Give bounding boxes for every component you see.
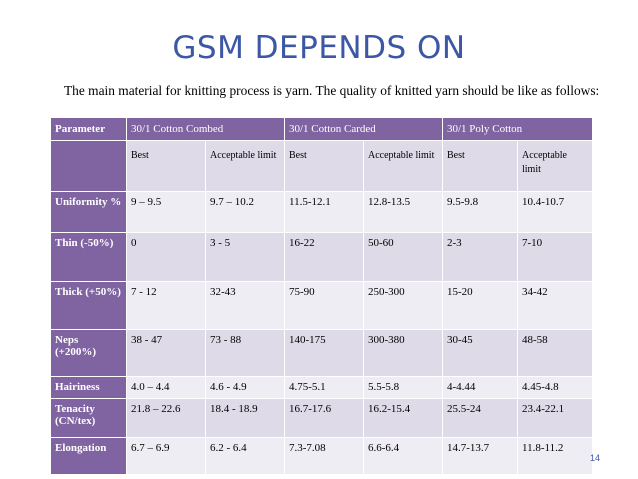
table-cell: 6.6-6.4: [363, 437, 443, 475]
table-cell: 48-58: [517, 329, 593, 377]
table-cell: 10.4-10.7: [517, 191, 593, 233]
subheader-cell: Best: [284, 140, 364, 192]
table-cell: 6.7 – 6.9: [126, 437, 206, 475]
table-cell: 4-4.44: [442, 376, 518, 399]
table-cell: 73 - 88: [205, 329, 285, 377]
table-cell: 16.7-17.6: [284, 398, 364, 438]
table-cell: 7-10: [517, 232, 593, 282]
header-cotton-combed: 30/1 Cotton Combed: [126, 117, 285, 141]
table-cell: 2-3: [442, 232, 518, 282]
subheader-cell: Acceptable limit: [205, 140, 285, 192]
table-row: Hairiness 4.0 – 4.4 4.6 - 4.9 4.75-5.1 5…: [50, 376, 593, 399]
table-cell: 4.75-5.1: [284, 376, 364, 399]
table-cell: 7 - 12: [126, 281, 206, 330]
subheader-cell: Best: [442, 140, 518, 192]
table-cell: 140-175: [284, 329, 364, 377]
header-poly-cotton: 30/1 Poly Cotton: [442, 117, 593, 141]
row-parameter: Neps (+200%): [50, 329, 127, 377]
table-cell: 25.5-24: [442, 398, 518, 438]
table-cell: 16.2-15.4: [363, 398, 443, 438]
table-cell: 9.5-9.8: [442, 191, 518, 233]
table-row: Thick (+50%) 7 - 12 32-43 75-90 250-300 …: [50, 281, 593, 330]
table-cell: 23.4-22.1: [517, 398, 593, 438]
table-row: Uniformity % 9 – 9.5 9.7 – 10.2 11.5-12.…: [50, 191, 593, 233]
table-cell: 14.7-13.7: [442, 437, 518, 475]
table-cell: 18.4 - 18.9: [205, 398, 285, 438]
table-row: Thin (-50%) 0 3 - 5 16-22 50-60 2-3 7-10: [50, 232, 593, 282]
page-number: 14: [590, 453, 601, 463]
intro-text: The main material for knitting process i…: [64, 83, 600, 98]
table-cell: 0: [126, 232, 206, 282]
table-cell: 34-42: [517, 281, 593, 330]
row-parameter: Tenacity (CN/tex): [50, 398, 127, 438]
subheader-cell: Acceptable limit: [363, 140, 443, 192]
table-cell: 50-60: [363, 232, 443, 282]
table-cell: 5.5-5.8: [363, 376, 443, 399]
table-cell: 38 - 47: [126, 329, 206, 377]
table-cell: 11.5-12.1: [284, 191, 364, 233]
subheader-cell: Acceptable limit: [517, 140, 593, 192]
table-header-row: Parameter 30/1 Cotton Combed 30/1 Cotton…: [50, 117, 593, 141]
table-cell: 250-300: [363, 281, 443, 330]
table-cell: 3 - 5: [205, 232, 285, 282]
table-row: Tenacity (CN/tex) 21.8 – 22.6 18.4 - 18.…: [50, 398, 593, 438]
table-cell: 11.8-11.2: [517, 437, 593, 475]
table-cell: 75-90: [284, 281, 364, 330]
table-cell: 4.0 – 4.4: [126, 376, 206, 399]
header-cotton-carded: 30/1 Cotton Carded: [284, 117, 443, 141]
row-parameter: Hairiness: [50, 376, 127, 399]
table-cell: 4.45-4.8: [517, 376, 593, 399]
table-cell: 12.8-13.5: [363, 191, 443, 233]
table-cell: 32-43: [205, 281, 285, 330]
header-parameter: Parameter: [50, 117, 127, 141]
slide-title: GSM DEPENDS ON: [172, 30, 466, 66]
subheader-cell: Best: [126, 140, 206, 192]
table-cell: 30-45: [442, 329, 518, 377]
table-cell: 9 – 9.5: [126, 191, 206, 233]
table-row: Neps (+200%) 38 - 47 73 - 88 140-175 300…: [50, 329, 593, 377]
table-cell: 16-22: [284, 232, 364, 282]
table-cell: 7.3-7.08: [284, 437, 364, 475]
table-cell: 9.7 – 10.2: [205, 191, 285, 233]
row-parameter: Elongation: [50, 437, 127, 475]
table-cell: 6.2 - 6.4: [205, 437, 285, 475]
row-parameter: Uniformity %: [50, 191, 127, 233]
table-cell: 300-380: [363, 329, 443, 377]
row-parameter: Thin (-50%): [50, 232, 127, 282]
table-subheader-row: Best Acceptable limit Best Acceptable li…: [50, 140, 593, 192]
row-parameter: Thick (+50%): [50, 281, 127, 330]
table-cell: 21.8 – 22.6: [126, 398, 206, 438]
table-cell: 15-20: [442, 281, 518, 330]
subheader-blank: [50, 140, 127, 192]
table-cell: 4.6 - 4.9: [205, 376, 285, 399]
yarn-quality-table: Parameter 30/1 Cotton Combed 30/1 Cotton…: [50, 117, 593, 475]
table-row: Elongation 6.7 – 6.9 6.2 - 6.4 7.3-7.08 …: [50, 437, 593, 475]
